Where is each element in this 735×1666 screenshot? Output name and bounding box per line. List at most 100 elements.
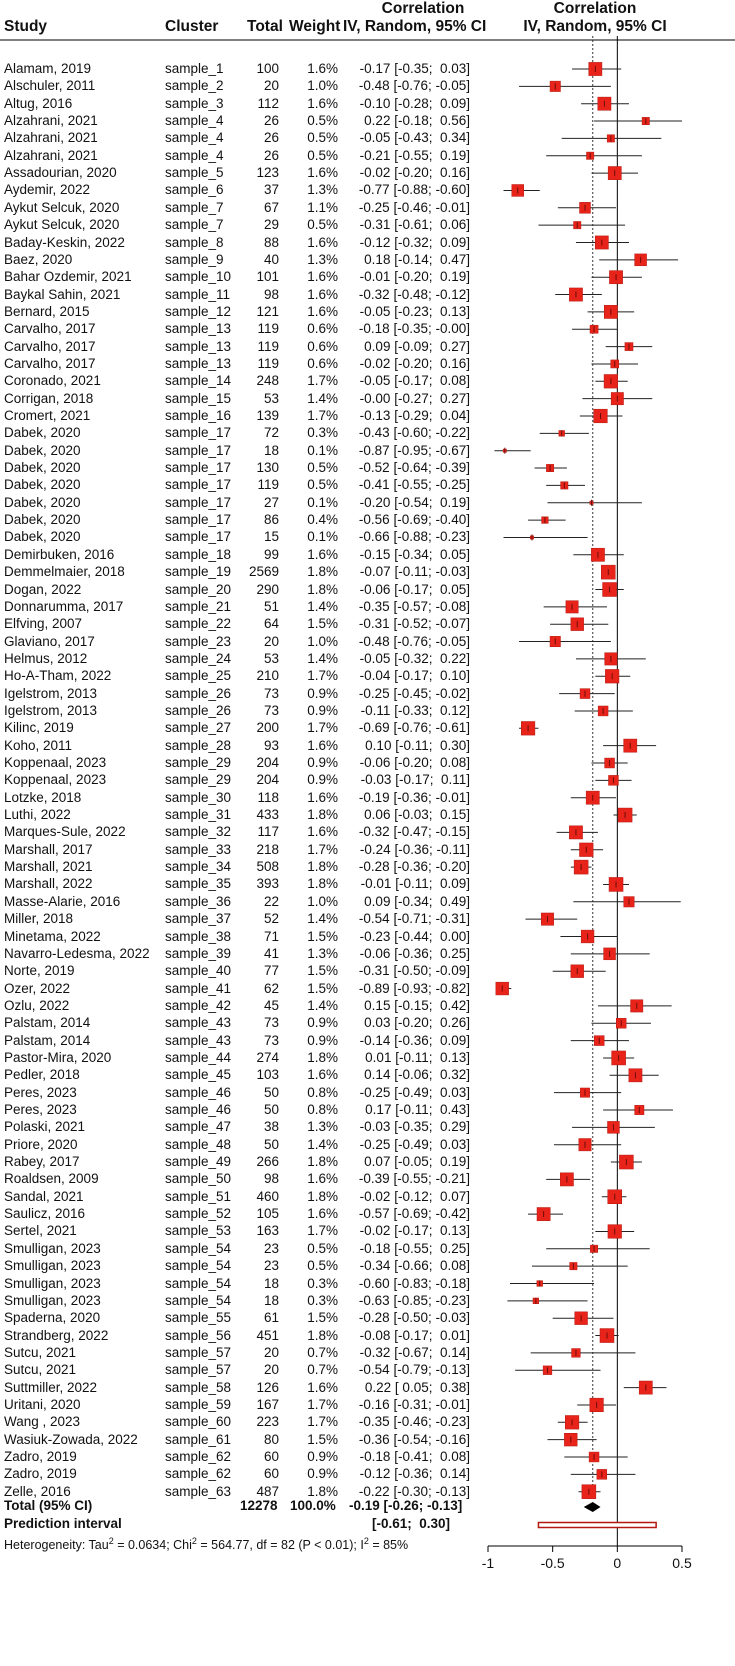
cluster-name: sample_21 — [165, 598, 232, 614]
table-row: Corrigan, 2018 sample_15 53 1.4% -0.00 [-0.2… — [0, 390, 510, 408]
weight-value: 1.8% — [307, 1188, 338, 1204]
cluster-name: sample_12 — [165, 303, 232, 319]
cluster-name: sample_41 — [165, 980, 232, 996]
ci-value: -0.43 [-0.60; -0.22] — [358, 425, 470, 441]
ci-value: -0.04 [-0.17; 0.10] — [359, 668, 470, 684]
weight-value: 1.8% — [307, 581, 338, 597]
cluster-name: sample_43 — [165, 1032, 232, 1048]
total-value: 93 — [263, 737, 279, 753]
cluster-name: sample_2 — [165, 78, 224, 94]
study-name: Igelstrom, 2013 — [4, 702, 98, 718]
study-name: Dabek, 2020 — [4, 529, 81, 545]
study-name: Koppenaal, 2023 — [4, 772, 107, 788]
weight-value: 1.6% — [307, 789, 338, 805]
table-row: Norte, 2019 sample_40 77 1.5% -0.31 [-0.50; … — [0, 962, 510, 980]
cluster-name: sample_17 — [165, 442, 232, 458]
table-row: Alamam, 2019 sample_1 100 1.6% -0.17 [-0.35;… — [0, 60, 510, 78]
table-row: Demirbuken, 2016 sample_18 99 1.6% -0.15 [-0… — [0, 546, 510, 564]
weight-value: 0.7% — [307, 1344, 338, 1360]
cluster-name: sample_4 — [165, 130, 224, 146]
table-row: Strandberg, 2022 sample_56 451 1.8% -0.08 [-… — [0, 1327, 510, 1345]
cluster-name: sample_13 — [165, 338, 232, 354]
cluster-name: sample_17 — [165, 460, 232, 476]
study-name: Zelle, 2016 — [4, 1483, 71, 1499]
ci-value: -0.03 [-0.17; 0.11] — [360, 772, 470, 788]
ci-value: -0.36 [-0.54; -0.16] — [358, 1431, 470, 1447]
study-name: Demirbuken, 2016 — [4, 546, 115, 562]
total-value: 20 — [263, 78, 279, 94]
table-row: Koppenaal, 2023 sample_29 204 0.9% -0.06 [-0… — [0, 754, 510, 772]
table-row: Saulicz, 2016 sample_52 105 1.6% -0.57 [-0.6… — [0, 1205, 510, 1223]
ci-value: -0.63 [-0.85; -0.23] — [358, 1292, 470, 1308]
study-name: Aykut Selcuk, 2020 — [4, 199, 120, 215]
weight-value: 1.8% — [307, 876, 338, 892]
total-value: 119 — [257, 355, 279, 371]
cluster-name: sample_15 — [165, 390, 232, 406]
cluster-name: sample_14 — [165, 373, 232, 389]
ci-value: 0.17 [-0.11; 0.43] — [365, 1102, 470, 1117]
total-value: 29 — [263, 217, 279, 233]
study-name: Palstam, 2014 — [4, 1032, 91, 1048]
study-name: Ozlu, 2022 — [4, 997, 70, 1013]
study-name: Peres, 2023 — [4, 1102, 77, 1117]
table-row: Alzahrani, 2021 sample_4 26 0.5% -0.21 [-0.5… — [0, 147, 510, 165]
study-name: Strandberg, 2022 — [4, 1327, 109, 1343]
total-value: 393 — [256, 876, 279, 892]
table-row: Coronado, 2021 sample_14 248 1.7% -0.05 [-0.… — [0, 372, 510, 390]
study-name: Saulicz, 2016 — [4, 1206, 86, 1222]
ci-value: -0.69 [-0.76; -0.61] — [358, 720, 470, 736]
cluster-name: sample_46 — [165, 1084, 232, 1100]
study-name: Uritani, 2020 — [4, 1396, 81, 1412]
ci-value: -0.00 [-0.27; 0.27] — [359, 390, 470, 406]
weight-value: 0.9% — [307, 1015, 338, 1031]
x-tick-label: 0 — [613, 1555, 621, 1571]
study-name: Smulligan, 2023 — [4, 1275, 101, 1291]
total-value: 266 — [256, 1154, 279, 1170]
total-value: 119 — [257, 321, 279, 337]
cluster-name: sample_27 — [165, 720, 232, 736]
cluster-name: sample_63 — [165, 1483, 232, 1499]
weight-value: 0.8% — [307, 1084, 338, 1100]
table-row: Zadro, 2019 sample_62 60 0.9% -0.18 [-0.41; … — [0, 1448, 510, 1466]
total-value: 60 — [263, 1449, 279, 1464]
table-row: Igelstrom, 2013 sample_26 73 0.9% -0.11 [-0.… — [0, 702, 510, 720]
ci-value: -0.48 [-0.76; -0.05] — [358, 78, 470, 94]
cluster-name: sample_17 — [165, 512, 232, 528]
ci-value: -0.25 [-0.49; 0.03] — [359, 1136, 470, 1152]
weight-value: 0.1% — [307, 442, 338, 458]
cluster-name: sample_62 — [165, 1449, 232, 1464]
cluster-name: sample_43 — [165, 1015, 232, 1031]
cluster-name: sample_6 — [165, 182, 224, 198]
cluster-name: sample_35 — [165, 876, 232, 892]
ci-value: 0.07 [-0.05; 0.19] — [364, 1154, 470, 1170]
weight-value: 1.3% — [307, 1119, 338, 1135]
table-row: Sutcu, 2021 sample_57 20 0.7% -0.32 [-0.67; … — [0, 1344, 510, 1362]
total-value: 112 — [257, 95, 279, 111]
study-name: Dabek, 2020 — [4, 512, 81, 528]
ci-value: -0.56 [-0.69; -0.40] — [358, 512, 470, 528]
table-row: Dabek, 2020 sample_17 86 0.4% -0.56 [-0.69; … — [0, 511, 510, 529]
table-row: Koppenaal, 2023 sample_29 204 0.9% -0.03 [-0… — [0, 771, 510, 789]
table-row: Navarro-Ledesma, 2022 sample_39 41 1.3% -0.0… — [0, 945, 510, 963]
study-name: Roaldsen, 2009 — [4, 1171, 99, 1187]
cluster-name: sample_36 — [165, 893, 232, 909]
weight-value: 0.5% — [307, 113, 338, 129]
table-row: Pastor-Mira, 2020 sample_44 274 1.8% 0.01 [-… — [0, 1049, 510, 1067]
study-name: Norte, 2019 — [4, 963, 75, 979]
weight-value: 1.8% — [307, 859, 338, 875]
table-row: Helmus, 2012 sample_24 53 1.4% -0.05 [-0.32;… — [0, 650, 510, 668]
cluster-name: sample_26 — [165, 702, 232, 718]
cluster-name: sample_25 — [165, 668, 232, 684]
ci-value: -0.28 [-0.50; -0.03] — [358, 1310, 470, 1326]
table-row: Smulligan, 2023 sample_54 18 0.3% -0.60 [-0.… — [0, 1275, 510, 1293]
study-name: Bernard, 2015 — [4, 303, 90, 319]
cluster-name: sample_61 — [165, 1431, 232, 1447]
total-value: 20 — [263, 1362, 279, 1378]
header-plot-line1: Correlation — [553, 0, 637, 17]
weight-value: 0.9% — [307, 1466, 338, 1482]
weight-value: 0.9% — [307, 772, 338, 788]
ci-value: 0.06 [-0.03; 0.15] — [364, 807, 470, 823]
ci-value: -0.48 [-0.76; -0.05] — [358, 633, 470, 649]
cluster-name: sample_10 — [165, 269, 232, 285]
weight-value: 1.4% — [307, 911, 338, 927]
